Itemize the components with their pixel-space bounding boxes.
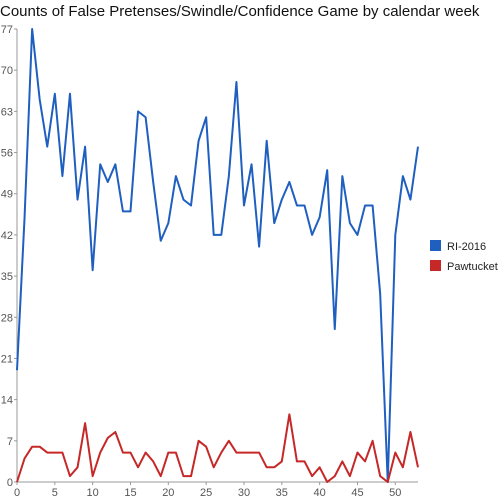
chart-title: Counts of False Pretenses/Swindle/Confid… [0,3,480,20]
x-tick-label: 20 [162,487,174,499]
y-tick-label: 7 [7,436,13,448]
y-tick-label: 77 [1,24,13,36]
y-tick-label: 56 [1,148,13,160]
x-tick-label: 50 [389,487,401,499]
x-tick-label: 40 [314,487,326,499]
y-tick-label: 21 [1,353,13,365]
y-tick-label: 63 [1,106,13,118]
y-tick-label: 70 [1,65,13,77]
x-tick-label: 45 [351,487,363,499]
x-tick-label: 10 [87,487,99,499]
legend: RI-2016 Pawtucket [430,240,498,273]
y-tick-label: 14 [1,395,13,407]
axes [16,29,418,483]
legend-label-ri-2016: RI-2016 [447,241,486,253]
series-lines [16,28,419,483]
legend-label-pawtucket: Pawtucket [447,261,498,273]
x-tick-label: 5 [52,487,58,499]
series-line-pawtucket [16,413,419,483]
y-tick-label: 0 [7,477,13,489]
y-tick-label: 49 [1,189,13,201]
y-axis-ticks: 0 7 14 21 28 35 42 49 56 63 70 77 [1,24,17,489]
x-tick-label: 0 [14,487,20,499]
x-tick-label: 25 [200,487,212,499]
x-axis-ticks: 0 5 10 15 20 25 30 35 40 45 50 [14,482,401,499]
x-tick-label: 30 [238,487,250,499]
legend-swatch-pawtucket [430,260,441,271]
y-tick-label: 28 [1,312,13,324]
series-line-ri-2016 [16,28,419,483]
y-tick-label: 35 [1,271,13,283]
x-tick-label: 35 [276,487,288,499]
x-tick-label: 15 [124,487,136,499]
legend-swatch-ri-2016 [430,240,441,251]
y-tick-label: 42 [1,230,13,242]
